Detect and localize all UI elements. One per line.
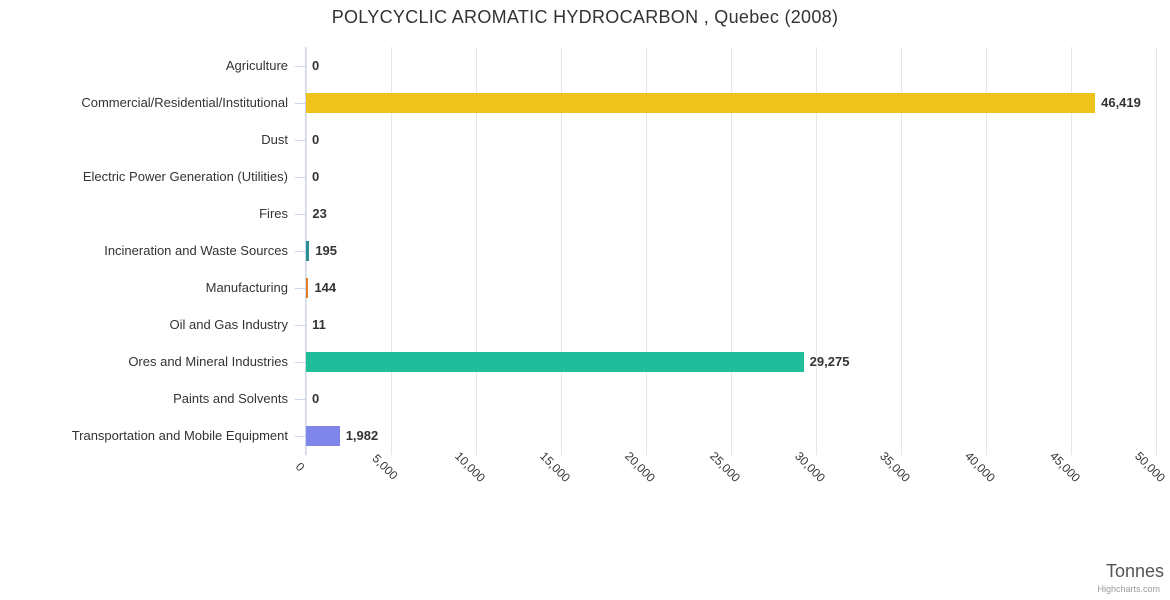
gridline xyxy=(646,47,647,455)
x-axis-title: Tonnes xyxy=(1105,561,1164,581)
gridline xyxy=(731,47,732,455)
category-tick xyxy=(295,436,305,438)
bar[interactable] xyxy=(306,278,309,299)
value-label: 0 xyxy=(312,391,320,407)
value-label: 195 xyxy=(315,243,338,258)
bar[interactable] xyxy=(306,352,804,373)
category-label: Commercial/Residential/Institutional xyxy=(81,94,288,110)
value-label: 29,275 xyxy=(809,354,850,370)
gridline xyxy=(816,47,817,455)
value-label: 0 xyxy=(312,131,320,147)
category-label: Paints and Solvents xyxy=(173,391,288,407)
category-tick xyxy=(295,139,305,141)
value-label: 23 xyxy=(312,205,327,221)
category-tick xyxy=(295,251,305,252)
value-label: 11 xyxy=(312,317,326,333)
category-tick xyxy=(295,399,305,401)
category-tick xyxy=(295,362,305,364)
gridline xyxy=(901,47,902,455)
category-label: Transportation and Mobile Equipment xyxy=(71,428,288,444)
value-label: 46,419 xyxy=(1101,94,1141,110)
category-label: Dust xyxy=(261,131,288,147)
category-label: Fires xyxy=(259,205,288,221)
category-tick xyxy=(295,102,305,104)
category-label: Manufacturing xyxy=(205,280,288,296)
category-label: Electric Power Generation (Utilities) xyxy=(82,168,288,184)
category-tick xyxy=(295,176,305,178)
category-label: Oil and Gas Industry xyxy=(169,317,289,333)
gridline xyxy=(391,47,392,455)
value-label: 0 xyxy=(312,57,320,73)
value-label: 1,982 xyxy=(345,428,379,444)
highcharts-credit[interactable]: Highcharts.com xyxy=(1097,584,1160,594)
gridline xyxy=(1156,47,1157,455)
value-label: 144 xyxy=(314,280,337,296)
category-label: Incineration and Waste Sources xyxy=(104,243,288,258)
gridline xyxy=(986,47,987,455)
gridline xyxy=(1071,47,1072,455)
category-tick xyxy=(295,213,305,215)
gridline xyxy=(561,47,562,455)
chart-title: POLYCYCLIC AROMATIC HYDROCARBON , Quebec… xyxy=(331,7,839,27)
value-label: 0 xyxy=(312,168,320,184)
bar[interactable] xyxy=(306,426,340,447)
category-label: Agriculture xyxy=(225,57,288,73)
category-label: Ores and Mineral Industries xyxy=(128,354,288,370)
category-tick xyxy=(295,65,305,67)
x-axis-tick-label: 0 xyxy=(292,459,308,475)
gridline xyxy=(476,47,477,455)
category-tick xyxy=(295,288,305,290)
x-axis-tick-label: 5,000 xyxy=(369,451,401,483)
category-tick xyxy=(295,325,305,327)
bar[interactable] xyxy=(306,92,1096,113)
bar[interactable] xyxy=(306,241,310,261)
